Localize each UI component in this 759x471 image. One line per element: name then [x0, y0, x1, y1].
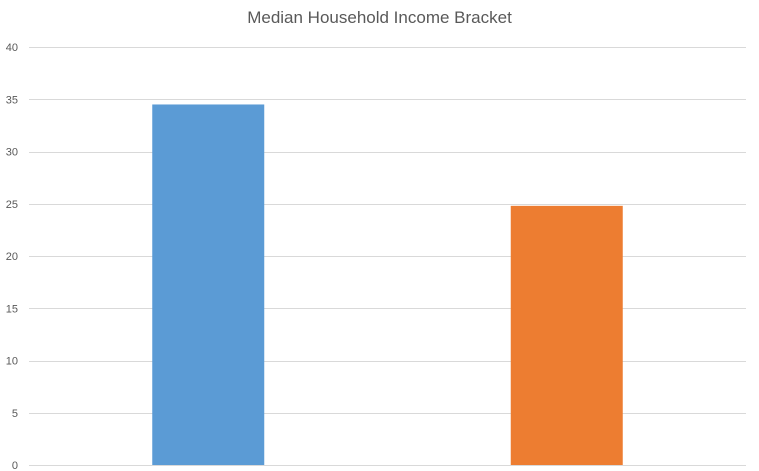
- bar-2: [510, 205, 623, 465]
- y-tick-label: 35: [6, 94, 18, 106]
- y-tick-label: 30: [6, 147, 18, 159]
- y-axis-ticks: 0 5 10 15 20 25 30 35 40: [6, 42, 18, 471]
- y-tick-label: 15: [6, 303, 18, 315]
- y-tick-label: 20: [6, 251, 18, 263]
- y-tick-label: 40: [6, 42, 18, 54]
- bar-1: [152, 104, 265, 465]
- y-tick-label: 25: [6, 199, 18, 211]
- y-tick-label: 5: [12, 408, 18, 420]
- y-tick-label: 0: [12, 460, 18, 471]
- y-tick-label: 10: [6, 356, 18, 368]
- bars: [152, 104, 623, 465]
- chart-title: Median Household Income Bracket: [247, 8, 512, 27]
- gridlines: [29, 47, 746, 466]
